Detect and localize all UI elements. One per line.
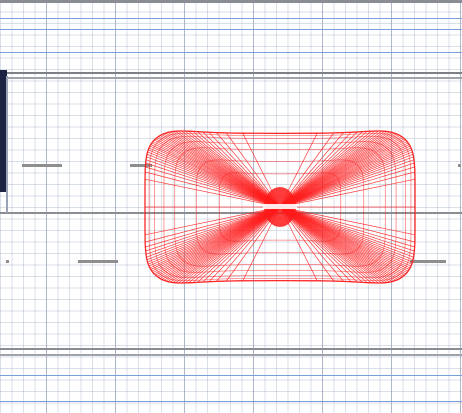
guide-line-dark-1 [0,72,462,74]
pattern-spoke [145,206,281,248]
pattern-spoke [145,206,281,255]
edge-tick [458,164,461,167]
guide-line-dark-3 [0,348,462,350]
pattern-spoke [202,206,281,283]
dash-mark [130,164,152,167]
pattern-spoke [279,162,415,208]
center-label-box [263,204,297,209]
pattern-spoke [279,149,412,208]
pattern-spoke [279,206,372,284]
pattern-spoke [279,206,413,263]
left-bracket-line [6,76,8,213]
pattern-spoke [279,156,414,208]
pattern-spoke [144,206,281,236]
pattern-spoke [279,151,413,208]
pattern-spoke [279,206,379,284]
pattern-spoke [197,131,281,208]
pattern-spoke [197,206,281,283]
pattern-contour [144,130,416,284]
pattern-spoke [144,178,281,208]
pattern-spoke [279,206,414,258]
pattern-spoke [146,206,281,258]
guide-line-blue-4 [0,375,462,376]
pattern-spoke [146,153,281,208]
pattern-spoke [279,131,363,208]
pattern-spokes [144,130,416,284]
pattern-spoke [279,206,415,243]
pattern-spoke [146,156,281,208]
pattern-spoke [145,206,281,252]
pattern-spoke [279,178,416,208]
pattern-spoke [279,206,416,236]
pattern-contour [174,147,386,267]
pattern-spoke [147,206,281,263]
dash-mark [410,260,446,263]
pattern-spoke [145,159,281,208]
pattern-spoke [146,206,281,261]
pattern-spoke [148,206,281,265]
guide-line-dark-2 [0,77,462,79]
dash-mark [78,260,118,263]
pattern-spoke [279,131,368,208]
pattern-spoke [279,159,415,208]
pattern-spoke [192,206,281,283]
pattern-spoke [279,206,415,248]
guide-line-blue-3 [0,52,462,53]
pattern-spoke [145,206,281,243]
guide-line-blue-5 [0,401,462,402]
pattern-spoke [202,131,281,208]
pattern-spoke [145,162,281,208]
pattern-contour [195,159,365,255]
pattern-spoke [279,206,415,255]
pattern-contour [163,141,397,273]
pattern-spoke [279,206,368,283]
pattern-spoke [147,151,281,208]
pattern-spoke [188,206,281,284]
pattern-spoke [279,166,415,208]
pattern-spoke [145,171,281,208]
pattern-spoke [279,206,376,284]
center-axis-line [0,212,462,214]
pattern-spoke [279,171,415,208]
pattern-contour [148,132,412,282]
pattern-spoke [279,131,358,208]
pattern-spoke [279,206,415,252]
pattern-spoke [279,153,414,208]
pattern-spoke [181,130,281,208]
guide-line-blue-1 [0,18,462,19]
pattern-spoke [279,206,414,261]
edge-tick [6,260,9,263]
pattern-spoke [192,131,281,208]
dash-mark [22,164,62,167]
pattern-spoke [279,206,363,283]
pattern-spoke [145,166,281,208]
pattern-contour [153,135,407,279]
pattern-contour [218,172,342,242]
pattern-spoke [279,206,358,283]
top-edge-line [0,0,462,3]
pattern-spoke [188,130,281,208]
pattern-spoke [279,130,372,208]
pattern-spoke [184,130,281,208]
left-panel-tab[interactable] [0,70,7,192]
guide-line-dark-4 [0,354,462,356]
guide-line-blue-2 [0,29,462,30]
